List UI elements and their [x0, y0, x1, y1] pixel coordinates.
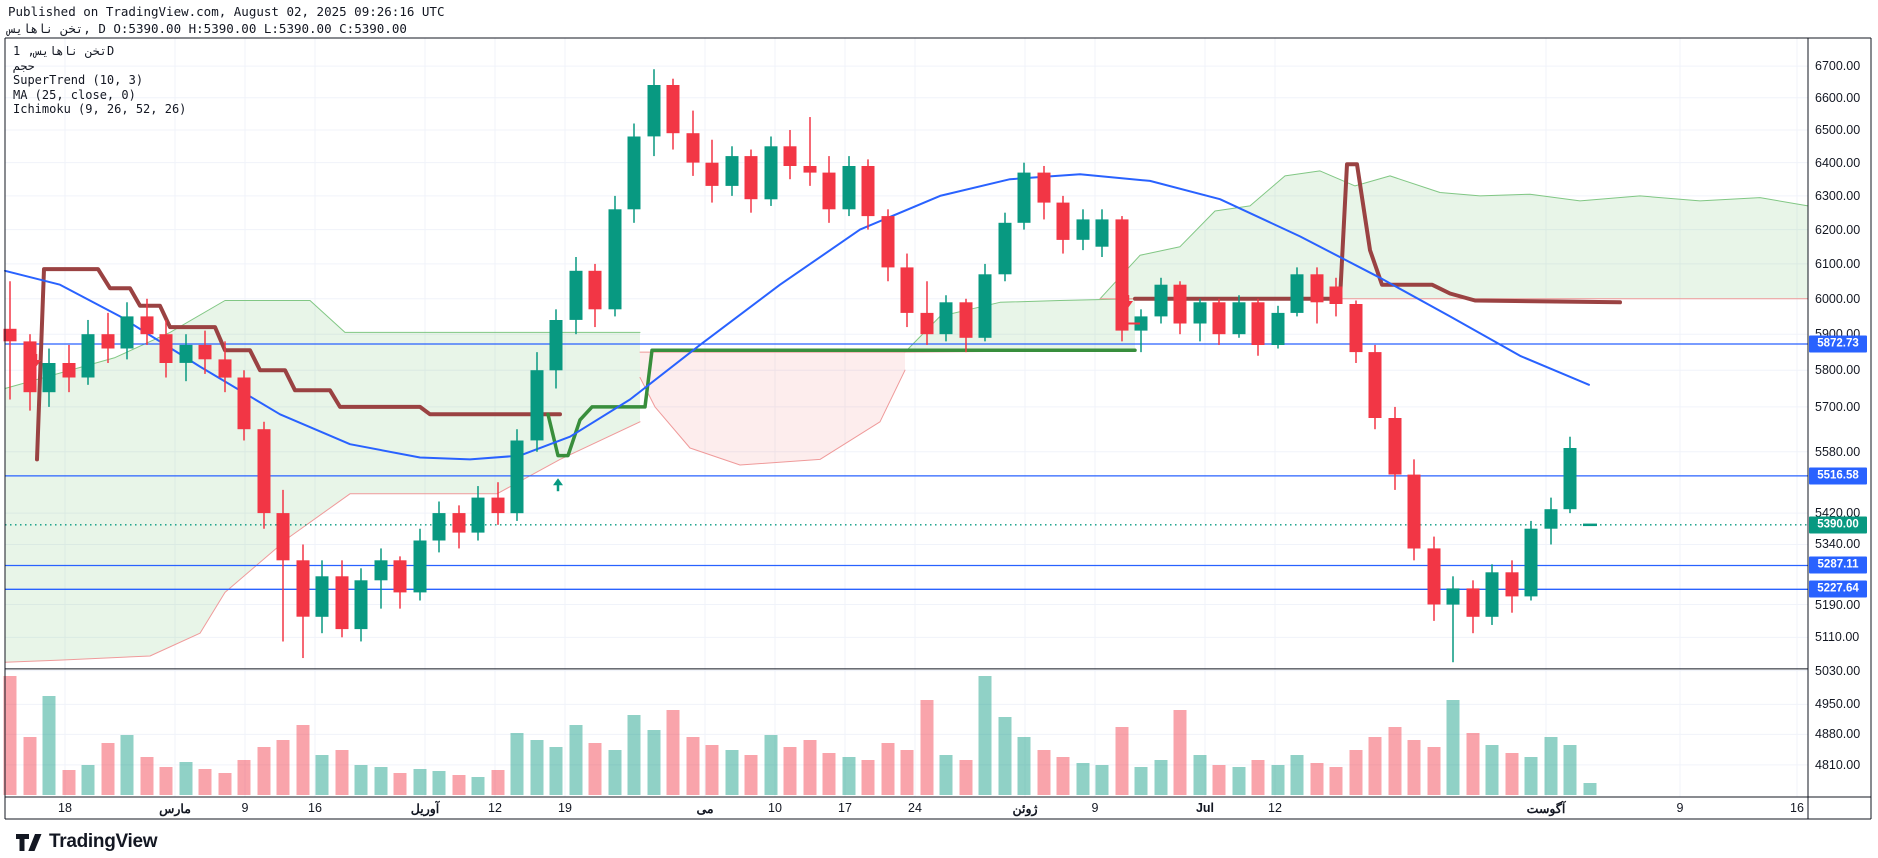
- price-axis-label: 6400.00: [1815, 155, 1861, 170]
- legend-symbol-timeframe[interactable]: تخن ناهايس, 1D: [13, 44, 115, 58]
- tradingview-logo-icon: [16, 833, 42, 851]
- published-line: Published on TradingView.com, August 02,…: [8, 4, 445, 19]
- chart-legend: تخن ناهايس, 1D حجم SuperTrend (10, 3) MA…: [13, 44, 186, 117]
- date-tick-label: مارس: [159, 802, 191, 816]
- date-tick-label: 16: [1790, 801, 1804, 815]
- price-axis-label: 4950.00: [1815, 697, 1861, 712]
- price-axis-label: 5030.00: [1815, 663, 1861, 678]
- legend-ma-indicator[interactable]: MA (25, close, 0): [13, 87, 136, 102]
- symbol-ohlc-readout: تخن ناهايس, D O:5390.00 H:5390.00 L:5390…: [8, 21, 407, 36]
- date-tick-label: آگوست: [1526, 802, 1566, 816]
- price-axis-label: 5340.00: [1815, 537, 1861, 552]
- date-tick-label: ژوئن: [1012, 802, 1038, 816]
- price-axis-label: 5190.00: [1815, 597, 1861, 612]
- legend-supertrend-indicator[interactable]: SuperTrend (10, 3): [13, 73, 144, 87]
- date-tick-label: 9: [1676, 801, 1684, 815]
- date-tick-label: 16: [308, 801, 322, 815]
- price-axis-label: 6100.00: [1815, 256, 1861, 271]
- legend-ichimoku-indicator[interactable]: Ichimoku (9, 26, 52, 26): [13, 102, 187, 116]
- tradingview-logo[interactable]: TradingView: [16, 831, 158, 853]
- date-tick-label: Jul: [1195, 801, 1215, 815]
- date-tick-label: 17: [838, 801, 852, 815]
- price-axis-label: 6200.00: [1815, 222, 1861, 237]
- date-tick-label: می: [696, 802, 714, 816]
- price-axis-label: 5110.00: [1815, 630, 1860, 645]
- date-tick-label: آوریل: [410, 802, 440, 816]
- date-tick-label: 10: [768, 801, 782, 815]
- price-tag: 5390.00: [1809, 516, 1867, 534]
- date-tick-label: 9: [1091, 801, 1099, 815]
- price-tag: 5516.58: [1809, 467, 1867, 485]
- price-axis-label: 6700.00: [1815, 59, 1861, 74]
- price-axis-label: 6300.00: [1815, 188, 1861, 203]
- date-tick-label: 24: [908, 801, 922, 815]
- price-axis-label: 4880.00: [1815, 727, 1861, 742]
- price-tag: 5872.73: [1809, 335, 1867, 353]
- price-tag: 5287.11: [1809, 556, 1867, 574]
- price-axis-label: 5700.00: [1815, 399, 1861, 414]
- date-tick-label: 12: [1268, 801, 1282, 815]
- date-tick-label: 18: [58, 801, 72, 815]
- legend-volume-indicator[interactable]: حجم: [13, 58, 35, 73]
- price-tag: 5227.64: [1809, 580, 1867, 598]
- tradingview-logo-text: TradingView: [49, 831, 158, 852]
- date-tick-label: 9: [241, 801, 249, 815]
- date-tick-label: 19: [558, 801, 572, 815]
- price-axis-label: 4810.00: [1815, 757, 1861, 772]
- price-axis-label: 6500.00: [1815, 122, 1861, 137]
- price-axis-label: 6600.00: [1815, 90, 1861, 105]
- price-axis-label: 6000.00: [1815, 291, 1861, 306]
- price-axis-label: 5580.00: [1815, 444, 1861, 459]
- date-tick-label: 12: [488, 801, 502, 815]
- price-axis-label: 5800.00: [1815, 363, 1861, 378]
